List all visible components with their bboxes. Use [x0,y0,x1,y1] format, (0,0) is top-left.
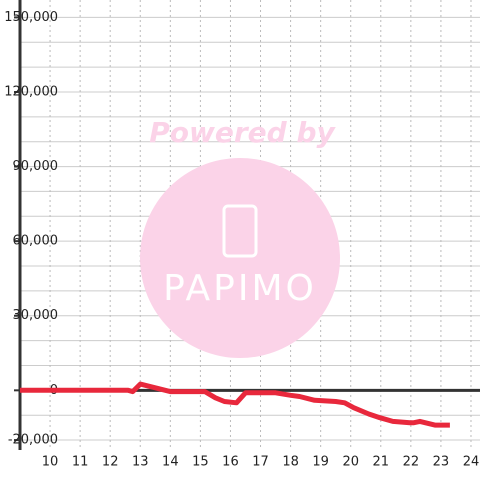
data-line [20,381,450,428]
y-tick-label: 90,000 [13,159,59,174]
watermark: Powered by PAPIMO [140,116,340,358]
x-tick-label: 17 [252,455,269,470]
x-tick-label: 12 [102,455,119,470]
y-tick-label: 120,000 [4,84,58,99]
y-tick-label: 30,000 [13,308,59,323]
y-tick-label: 150,000 [4,10,58,25]
x-tick-label: 18 [282,455,299,470]
watermark-brand: PAPIMO [163,268,317,309]
x-tick-label: 15 [192,455,209,470]
x-tick-label: 20 [342,455,359,470]
x-tick-label: 19 [312,455,329,470]
y-tick-label: -20,000 [8,433,58,448]
phone-icon [222,204,258,258]
x-tick-label: 10 [42,455,59,470]
x-tick-label: 22 [403,455,420,470]
x-tick-label: 13 [132,455,149,470]
x-tick-label: 16 [222,455,239,470]
x-tick-label: 14 [162,455,179,470]
watermark-text: Powered by [149,116,336,149]
x-tick-label: 23 [433,455,450,470]
watermark-circle [140,158,340,358]
x-tick-label: 11 [72,455,89,470]
x-tick-label: 24 [463,455,480,470]
x-tick-label: 21 [373,455,390,470]
y-tick-label: 60,000 [13,234,59,249]
